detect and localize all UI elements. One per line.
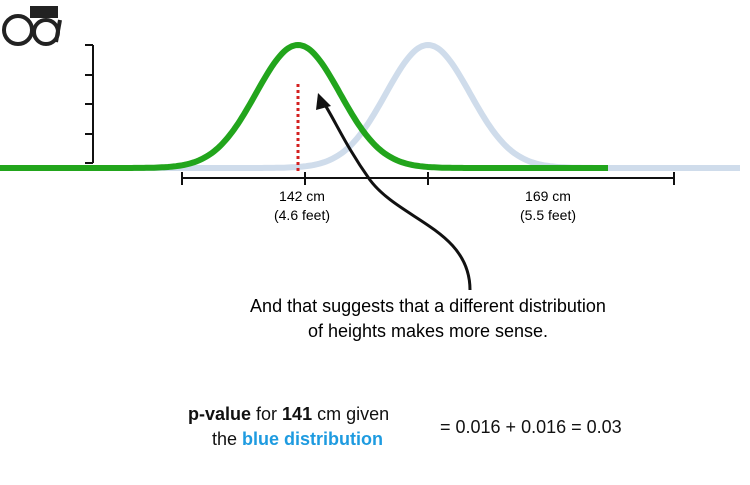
formula-line: the blue distribution [212, 429, 383, 450]
logo [2, 6, 62, 46]
annotation: And that suggests that a different distr… [250, 296, 606, 316]
green-distribution-curve [0, 41, 608, 171]
blue-distribution-curve [110, 41, 740, 171]
text: for [251, 404, 283, 424]
x-axis [181, 172, 675, 185]
x-label-feet: (5.5 feet) [520, 207, 576, 223]
value: 141 [282, 404, 313, 424]
text: cm given [312, 404, 390, 424]
text: the [212, 429, 243, 449]
x-label-feet: (4.6 feet) [274, 207, 330, 223]
arrow [320, 99, 472, 291]
arrowhead [316, 93, 331, 110]
y-axis [85, 44, 94, 164]
x-label: 142 cm [279, 188, 325, 204]
formula-line: p-value for 141 cm given [188, 404, 389, 425]
annotation: of heights makes more sense. [308, 321, 548, 341]
term: p-value [188, 404, 252, 424]
formula-result: = 0.016 + 0.016 = 0.03 [440, 417, 622, 437]
highlight: blue distribution [242, 429, 384, 449]
x-label: 169 cm [525, 188, 571, 204]
